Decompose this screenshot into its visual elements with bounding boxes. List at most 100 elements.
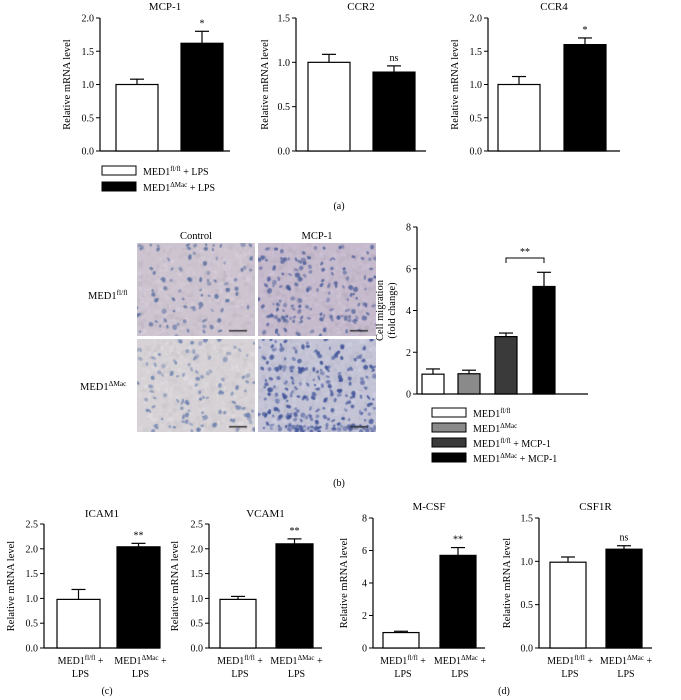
bar: [549, 561, 587, 649]
significance-label: *: [200, 18, 205, 29]
y-axis-label: (fold change): [387, 282, 398, 339]
y-tick-label: 2.5: [26, 520, 39, 531]
chart-title: ICAM1: [85, 508, 119, 520]
x-category-label-line2: LPS: [72, 669, 89, 680]
y-tick-label: 1.5: [278, 14, 291, 25]
chart-title: CCR4: [540, 1, 568, 13]
y-axis-label: Cell migration: [375, 279, 386, 341]
bar: [219, 598, 257, 649]
y-tick-label: 0.0: [278, 147, 291, 158]
x-category-label-line2: LPS: [451, 669, 468, 680]
x-category-label: MED1ΔMac +: [114, 654, 167, 667]
y-tick-label: 8: [406, 223, 411, 234]
chart-title: MCP-1: [149, 1, 181, 13]
significance-label: **: [134, 530, 144, 541]
x-category-label-line2: LPS: [132, 669, 149, 680]
bar: [115, 83, 159, 152]
bar: [275, 543, 314, 649]
y-tick-label: 1.0: [278, 58, 291, 69]
chart-ccr2: 0.0 0.5 1.0 1.5 CCR2 Relative mRNA level ns: [260, 1, 426, 158]
chart-title: CCR2: [347, 1, 375, 13]
y-tick-label: 0.5: [26, 619, 39, 630]
micrograph-row-label-dmac: MED1ΔMac: [80, 379, 127, 394]
panel-label-a: (a): [333, 201, 344, 212]
y-axis-label: Relative mRNA level: [6, 541, 17, 631]
significance-bracket: [505, 257, 545, 263]
y-tick-label: 0.5: [521, 600, 534, 611]
y-tick-label: 1.0: [26, 594, 39, 605]
y-tick-label: 8: [362, 514, 367, 525]
legend-swatch: [101, 165, 137, 176]
significance-label: ns: [620, 533, 629, 544]
bar: [421, 373, 445, 395]
legend-swatch: [101, 181, 137, 192]
x-category-label: MED1ΔMac +: [270, 654, 323, 667]
y-tick-label: 0: [362, 644, 367, 655]
y-tick-label: 2.0: [82, 14, 95, 25]
bar: [307, 61, 351, 152]
y-tick-label: 6: [406, 264, 411, 275]
bar: [439, 554, 477, 649]
bar: [457, 373, 481, 395]
bar: [494, 335, 518, 395]
chart-vcam1: 0.0 0.5 1.0 1.5 2.0 2.5 VCAM1 Relative mRNA lev…: [170, 508, 322, 655]
y-tick-label: 0.0: [521, 644, 534, 655]
chart-icam1: 0.0 0.5 1.0 1.5 2.0 2.5 ICAM1 Relative mRNA lev…: [6, 508, 161, 655]
significance-label: **: [520, 247, 530, 258]
x-category-label: MED1fl/fl +: [217, 654, 263, 667]
legend-label: MED1ΔMac + LPS: [143, 181, 215, 194]
bar: [382, 631, 420, 649]
chart-title: VCAM1: [246, 508, 285, 520]
y-tick-label: 1.5: [470, 47, 483, 58]
significance-label: **: [453, 535, 463, 546]
y-tick-label: 0.0: [82, 147, 95, 158]
y-tick-label: 4: [406, 306, 411, 317]
y-tick-label: 1.5: [26, 569, 39, 580]
legend-label: MED1fl/fl: [473, 407, 511, 420]
panel-label-b: (b): [333, 478, 345, 489]
y-tick-label: 1.0: [470, 80, 483, 91]
micrograph-col-label-control: Control: [180, 231, 212, 242]
micrograph-col-label-mcp1: MCP-1: [302, 231, 333, 242]
chart-mcp1: 0.0 0.5 1.0 1.5 2.0 MCP-1 Relative mRNA level *: [62, 1, 230, 158]
x-category-label-line2: LPS: [394, 669, 411, 680]
y-tick-label: 4: [362, 579, 367, 590]
x-category-label-line2: LPS: [288, 669, 305, 680]
y-tick-label: 6: [362, 546, 367, 557]
y-tick-label: 0.5: [278, 102, 291, 113]
y-tick-label: 2: [406, 348, 411, 359]
micrograph-mcp1-fl: [258, 243, 376, 336]
bar: [532, 285, 556, 395]
y-tick-label: 2.0: [470, 14, 483, 25]
micrograph-mcp1-dmac: [258, 339, 376, 432]
x-category-label-line2: LPS: [617, 669, 634, 680]
y-axis-label: Relative mRNA level: [450, 39, 461, 129]
y-tick-label: 0.0: [26, 644, 39, 655]
x-category-label: MED1fl/fl +: [547, 654, 593, 667]
legend-swatch: [431, 452, 467, 463]
y-tick-label: 1.0: [521, 557, 534, 568]
legend-swatch: [431, 407, 467, 418]
y-tick-label: 0.5: [470, 113, 483, 124]
y-tick-label: 1.5: [521, 514, 534, 525]
y-tick-label: 2.0: [26, 544, 39, 555]
chart-title: CSF1R: [579, 501, 612, 513]
y-tick-label: 0.5: [82, 113, 95, 124]
bar: [605, 548, 643, 649]
x-category-label-line2: LPS: [231, 669, 248, 680]
panel-label-d: (d): [498, 686, 510, 697]
legend-label: MED1fl/fl + MCP-1: [473, 437, 551, 450]
y-axis-label: Relative mRNA level: [502, 538, 513, 628]
y-tick-label: 0.5: [191, 619, 204, 630]
y-axis-label: Relative mRNA level: [170, 541, 181, 631]
micrograph-row-label-fl: MED1fl/fl: [88, 288, 128, 303]
legend-swatch: [431, 437, 467, 448]
legend-label: MED1ΔMac + MCP-1: [473, 452, 557, 465]
significance-label: ns: [390, 53, 399, 64]
y-axis-label: Relative mRNA level: [62, 39, 73, 129]
chart-mcsf: 0 2 4 6 8 M-CSF Relative mRNA level **: [339, 501, 485, 655]
y-tick-label: 0.0: [470, 147, 483, 158]
x-category-label-line2: LPS: [561, 669, 578, 680]
bar: [372, 71, 416, 152]
